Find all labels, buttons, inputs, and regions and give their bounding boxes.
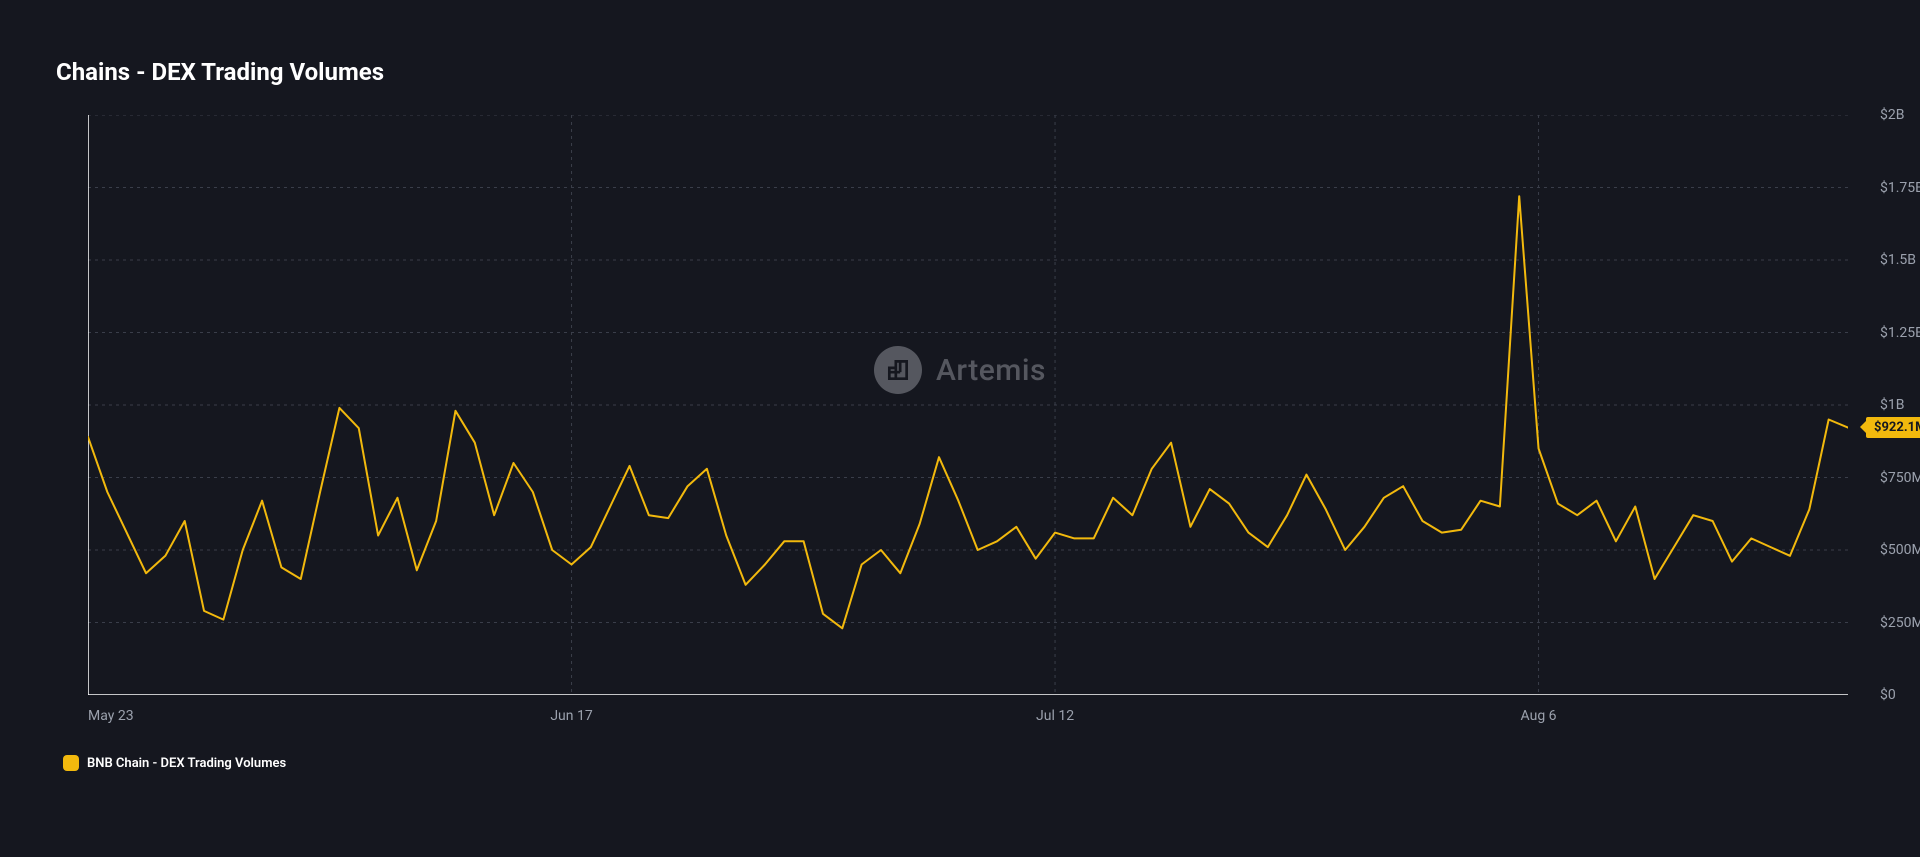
y-tick-label: $750M bbox=[1880, 470, 1920, 486]
x-tick-label: May 23 bbox=[88, 708, 134, 724]
y-tick-label: $250M bbox=[1880, 615, 1920, 631]
y-tick-label: $0 bbox=[1880, 687, 1896, 703]
legend: BNB Chain - DEX Trading Volumes bbox=[63, 755, 286, 771]
y-tick-label: $1.75B bbox=[1880, 180, 1920, 196]
x-axis-labels: May 23 Jun 17 Jul 12 Aug 6 bbox=[88, 708, 1848, 728]
current-value-badge: $922.1M bbox=[1866, 417, 1920, 438]
chart-area bbox=[88, 115, 1848, 695]
y-tick-label: $2B bbox=[1880, 107, 1904, 123]
line-chart-svg bbox=[88, 115, 1848, 695]
y-tick-label: $1B bbox=[1880, 397, 1904, 413]
y-tick-label: $1.5B bbox=[1880, 252, 1916, 268]
y-axis-labels: $0$250M$500M$750M$1B$1.25B$1.5B$1.75B$2B bbox=[1860, 115, 1920, 695]
y-tick-label: $1.25B bbox=[1880, 325, 1920, 341]
legend-swatch bbox=[63, 755, 79, 771]
x-tick-label: Jun 17 bbox=[550, 708, 592, 724]
x-tick-label: Aug 6 bbox=[1521, 708, 1557, 724]
legend-label: BNB Chain - DEX Trading Volumes bbox=[87, 756, 286, 771]
x-tick-label: Jul 12 bbox=[1036, 708, 1074, 724]
chart-title: Chains - DEX Trading Volumes bbox=[56, 58, 384, 86]
y-tick-label: $500M bbox=[1880, 542, 1920, 558]
